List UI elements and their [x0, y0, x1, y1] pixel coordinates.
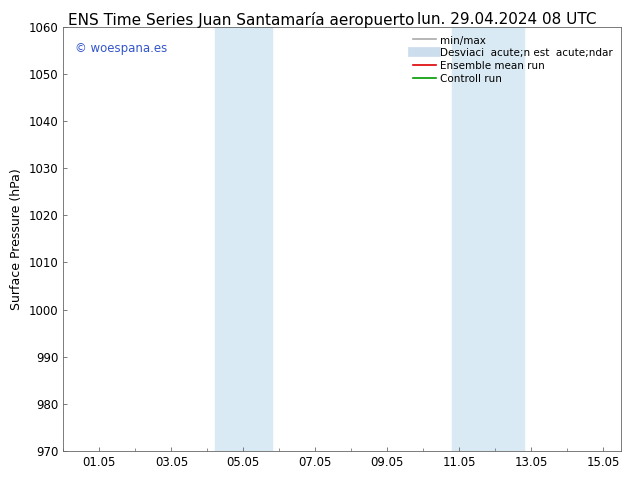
Y-axis label: Surface Pressure (hPa): Surface Pressure (hPa) — [10, 168, 23, 310]
Text: ENS Time Series Juan Santamaría aeropuerto: ENS Time Series Juan Santamaría aeropuer… — [68, 12, 414, 28]
Text: lun. 29.04.2024 08 UTC: lun. 29.04.2024 08 UTC — [417, 12, 597, 27]
Bar — [214, 27, 272, 451]
Legend: min/max, Desviaci  acute;n est  acute;ndar, Ensemble mean run, Controll run: min/max, Desviaci acute;n est acute;ndar… — [410, 32, 616, 87]
Text: © woespana.es: © woespana.es — [75, 42, 167, 55]
Bar — [452, 27, 524, 451]
